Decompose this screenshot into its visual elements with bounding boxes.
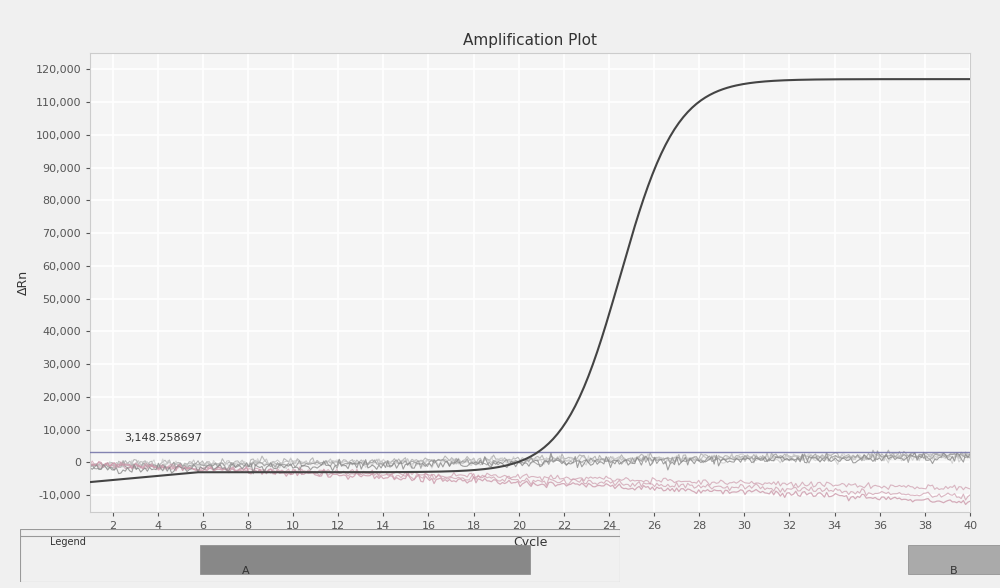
Y-axis label: ΔRn: ΔRn bbox=[17, 270, 30, 295]
Bar bbox=[908, 545, 1000, 574]
Title: Amplification Plot: Amplification Plot bbox=[463, 32, 597, 48]
Text: Legend: Legend bbox=[50, 537, 86, 547]
Text: 3,148.258697: 3,148.258697 bbox=[124, 433, 202, 443]
Bar bbox=[200, 545, 530, 574]
X-axis label: Cycle: Cycle bbox=[513, 536, 547, 549]
Text: B: B bbox=[950, 566, 958, 576]
Text: A: A bbox=[242, 566, 250, 576]
